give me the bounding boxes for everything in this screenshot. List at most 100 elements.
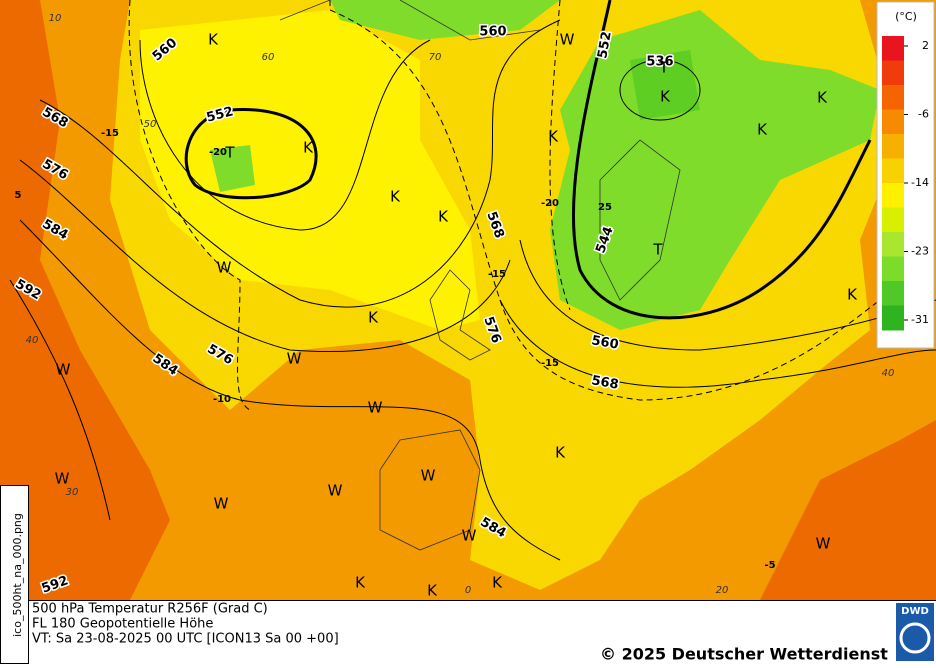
contour-line [19, 219, 561, 561]
legend-swatch [882, 281, 904, 306]
pressure-center: K [390, 188, 401, 206]
isotherm [549, 0, 571, 311]
coldest-region [630, 50, 700, 120]
pressure-center: W [287, 350, 302, 368]
footer-line: VT: Sa 23-08-2025 00 UTC [ICON13 Sa 00 +… [32, 632, 339, 647]
latitude-label: 40 [26, 335, 39, 346]
temperature-label: 25 [598, 202, 612, 213]
contour-label: 560 [590, 333, 619, 352]
logo-text: DWD [901, 606, 929, 617]
pressure-center: K [303, 139, 314, 157]
coastlines [279, 0, 681, 551]
pressure-center: K [757, 121, 768, 139]
temperature-label: -5 [764, 560, 775, 571]
contour-line [19, 159, 511, 353]
pressure-center: K [660, 88, 671, 106]
pressure-center: K [208, 31, 219, 49]
contour-label: 552 [595, 30, 614, 59]
pressure-center: W [560, 31, 575, 49]
pressure-center: W [217, 259, 232, 277]
pressure-center: K [438, 208, 449, 226]
contour-line [571, 0, 872, 320]
footer-line: FL 180 Geopotentielle Höhe [32, 617, 213, 632]
side-box [0, 485, 29, 664]
legend-swatch [882, 207, 904, 233]
footer-background [0, 600, 936, 664]
isotherm [329, 0, 881, 401]
coastline [279, 0, 541, 41]
pressure-center: W [462, 527, 477, 545]
pressure-center: K [555, 444, 566, 462]
cold-region [140, 10, 480, 330]
pressure-center: W [328, 482, 343, 500]
contour-line [9, 279, 111, 521]
coastline [599, 139, 681, 301]
warm-region [760, 420, 936, 600]
legend-bar: 2 -6 -14 -23 -31 [882, 36, 929, 331]
pressure-center: K [817, 89, 828, 107]
isotherm [128, 0, 251, 411]
coastline [429, 269, 491, 361]
very-cold-region [210, 145, 255, 192]
contour-label: 568 [590, 373, 619, 392]
latitude-label: 40 [882, 368, 895, 379]
pressure-center: K [355, 574, 366, 592]
very-cold-region [330, 0, 560, 40]
legend-swatch [882, 256, 904, 282]
bold-contours [184, 0, 872, 320]
legend-label: -6 [918, 108, 929, 121]
pressure-center: W [214, 495, 229, 513]
pressure-center: W [56, 361, 71, 379]
contour-label: 536 [646, 55, 673, 70]
contour-label: 560 [479, 25, 506, 40]
legend-swatch [882, 183, 904, 208]
copyright: © 2025 Deutscher Wetterdienst [600, 645, 888, 664]
very-cold-region [550, 10, 880, 330]
pressure-center: K [427, 582, 438, 600]
side-label: ico_500ht_na_000.png [11, 513, 24, 637]
legend-swatch [882, 232, 904, 257]
legend-unit: (°C) [895, 10, 917, 23]
legend-label: 2 [922, 39, 929, 52]
contour-line [184, 108, 318, 200]
footer-line: 500 hPa Temperatur R256F (Grad C) [32, 602, 268, 617]
temperature-label: 5 [15, 190, 22, 201]
pressure-center: T [224, 144, 235, 162]
pressure-center: K [492, 574, 503, 592]
pressure-center: W [55, 470, 70, 488]
temperature-label: -15 [488, 269, 506, 280]
temperature-label: -20 [209, 147, 227, 158]
pressure-center: W [368, 399, 383, 417]
legend-label: -23 [911, 245, 929, 258]
temperature-label: -10 [213, 394, 231, 405]
pressure-center: W [816, 535, 831, 553]
isotherms [128, 0, 881, 411]
contour-line [619, 59, 701, 121]
latitude-label: 50 [144, 119, 157, 130]
temperature-label: -15 [101, 128, 119, 139]
legend: (°C) 2 -6 -14 -23 -31 [876, 1, 935, 349]
legend-label: -14 [911, 176, 929, 189]
legend-swatch [882, 60, 904, 86]
legend-label: -31 [911, 313, 929, 326]
pressure-center: K [847, 286, 858, 304]
latitude-label: 70 [429, 52, 442, 63]
temperature-label: -15 [541, 358, 559, 369]
temperature-label: -20 [541, 198, 559, 209]
warm-region [0, 0, 170, 600]
coastline [379, 429, 481, 551]
latitude-label: 20 [716, 585, 729, 596]
pressure-center: T [658, 59, 669, 77]
pressure-center: W [421, 467, 436, 485]
legend-swatch [882, 158, 904, 184]
legend-swatch [882, 36, 904, 61]
latitude-label: 30 [66, 487, 79, 498]
contour-line [139, 39, 431, 231]
latitude-label: 60 [262, 52, 275, 63]
legend-swatch [882, 134, 904, 159]
legend-swatch [882, 109, 904, 135]
logo-symbol [899, 622, 931, 654]
pressure-center: K [368, 309, 379, 327]
